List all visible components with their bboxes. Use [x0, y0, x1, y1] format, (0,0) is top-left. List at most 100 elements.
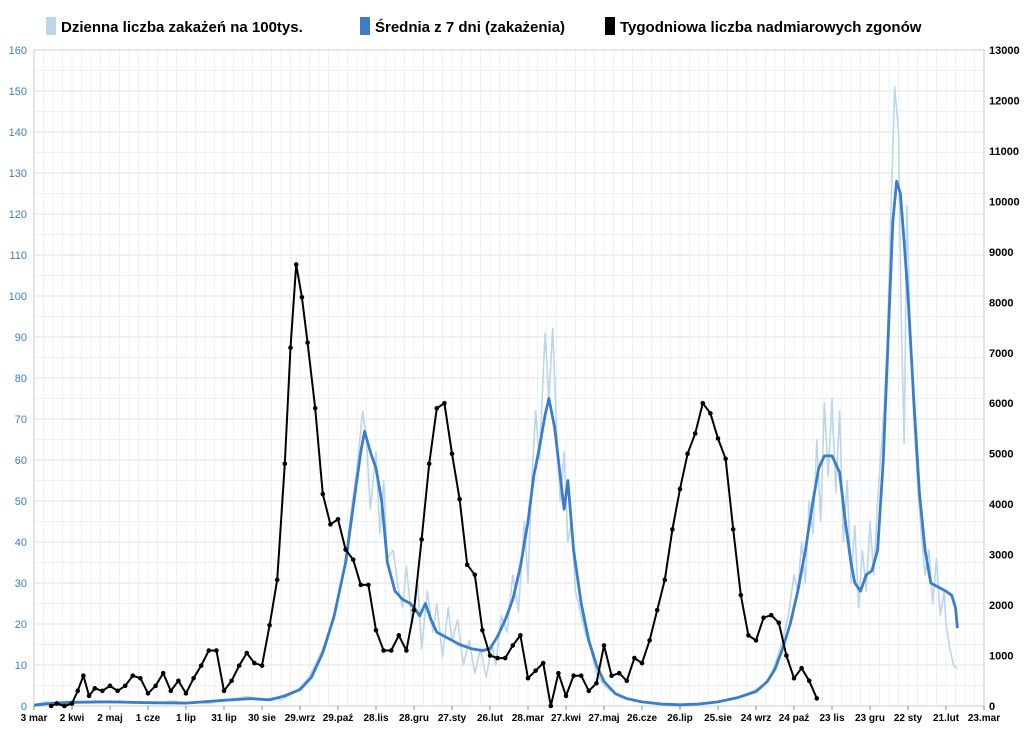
y-left-tick-label: 30	[15, 578, 27, 590]
legend-swatch	[605, 17, 615, 35]
series-point	[81, 673, 86, 679]
y-left-tick-label: 90	[15, 332, 27, 344]
series-point	[662, 577, 668, 583]
x-tick-label: 25.sie	[704, 713, 732, 724]
y-left-tick-label: 140	[9, 127, 27, 139]
legend-label: Dzienna liczba zakażeń na 100tys.	[61, 19, 303, 36]
series-point	[449, 451, 455, 456]
grid	[33, 49, 985, 707]
series-point	[381, 648, 386, 653]
series-point	[48, 703, 54, 709]
series-point	[305, 340, 310, 345]
series-point	[556, 670, 561, 676]
series-point	[540, 660, 546, 666]
series-point	[274, 577, 280, 583]
series-point	[708, 411, 713, 416]
series-point	[601, 643, 607, 648]
series-point	[419, 537, 424, 542]
x-tick-label: 27.sty	[438, 713, 467, 724]
series-point	[647, 638, 652, 643]
x-tick-label: 2 kwi	[60, 713, 85, 724]
y-right-tick-label: 11000	[989, 146, 1019, 158]
series-point	[107, 683, 113, 689]
series-point	[692, 431, 698, 436]
series-point	[730, 527, 736, 532]
series-point	[654, 607, 660, 613]
series-point	[366, 582, 371, 588]
series-point	[122, 683, 128, 689]
x-tick-label: 26.lut	[477, 713, 504, 724]
series-point	[746, 633, 751, 638]
series-point	[92, 686, 98, 691]
series-point	[191, 675, 196, 681]
y-left-tick-label: 130	[9, 168, 27, 180]
series-point	[510, 643, 516, 648]
series-point	[62, 703, 67, 709]
x-tick-label: 29.paź	[323, 713, 354, 724]
series-point	[288, 345, 293, 351]
series-point	[464, 562, 470, 568]
series-point	[548, 703, 554, 709]
series-point	[738, 592, 744, 598]
x-tick-label: 21.lut	[933, 713, 960, 724]
series-point	[426, 461, 432, 467]
series-point	[198, 663, 204, 668]
series-point	[457, 496, 462, 502]
x-tick-label: 30 sie	[248, 713, 276, 724]
series-point	[761, 615, 766, 620]
series-point	[715, 436, 721, 441]
series-point	[312, 405, 318, 411]
legend-label: Średnia z 7 dni (zakażenia)	[375, 18, 565, 36]
legend-swatch	[46, 17, 56, 35]
y-left-tick-label: 40	[15, 537, 27, 549]
x-tick-label: 28.mar	[512, 713, 544, 724]
series-point	[533, 668, 538, 673]
y-right-tick-label: 12000	[989, 95, 1020, 107]
series-line-1	[33, 86, 958, 706]
series-point	[350, 557, 356, 562]
series-point	[145, 691, 151, 696]
series-point	[299, 294, 305, 300]
series-line-2	[33, 179, 959, 707]
series-point	[267, 622, 272, 628]
y-right-tick-label: 7000	[989, 348, 1013, 360]
series-point	[685, 451, 690, 456]
series-point	[632, 655, 637, 661]
series-point	[100, 688, 105, 694]
series-point	[130, 673, 136, 679]
y-left-tick-label: 150	[9, 86, 27, 98]
series-point	[388, 648, 394, 653]
x-tick-label: 1 lip	[176, 713, 196, 724]
series-point	[791, 675, 797, 681]
series-point	[343, 547, 348, 552]
y-left-tick-label: 80	[15, 373, 27, 385]
series-point	[183, 691, 189, 696]
series-point	[670, 527, 675, 532]
x-tick-label: 24 wrz	[741, 713, 772, 724]
series-point	[396, 633, 402, 638]
series-point	[252, 660, 257, 666]
x-tick-label: 23.mar	[968, 713, 1000, 724]
series-point	[563, 693, 569, 699]
x-tick-label: 27.kwi	[551, 713, 581, 724]
series-point	[502, 655, 508, 661]
series-point	[335, 516, 341, 522]
y-left-tick-label: 120	[9, 209, 27, 221]
series-point	[282, 461, 288, 467]
series-point	[799, 665, 804, 671]
x-tick-label: 23 gru	[855, 713, 885, 724]
series-point	[700, 400, 706, 406]
series-point	[221, 688, 227, 694]
series-point	[434, 405, 440, 411]
x-tick-label: 26.cze	[627, 713, 657, 724]
series-point	[404, 648, 409, 653]
series-point	[677, 486, 683, 492]
series-point	[115, 688, 120, 694]
series-point	[69, 701, 75, 706]
y-right-tick-label: 0	[989, 701, 995, 713]
y-right-tick-label: 10000	[989, 196, 1020, 208]
series-point	[138, 675, 143, 681]
y-right-tick-label: 13000	[989, 45, 1020, 57]
series-point	[723, 456, 728, 462]
